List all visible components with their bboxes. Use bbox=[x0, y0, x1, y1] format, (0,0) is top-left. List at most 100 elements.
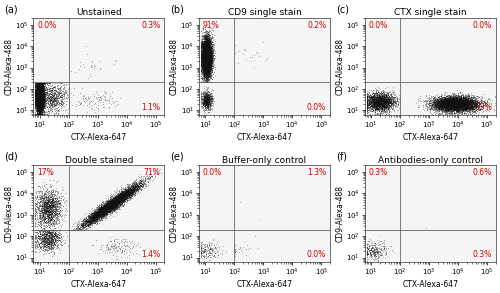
Point bbox=[202, 62, 210, 67]
Point bbox=[106, 204, 114, 208]
Point bbox=[200, 45, 208, 50]
Point bbox=[36, 83, 44, 88]
Point bbox=[206, 67, 214, 72]
Point bbox=[86, 216, 94, 221]
Point bbox=[202, 57, 209, 62]
Point bbox=[33, 102, 41, 107]
Point bbox=[36, 92, 44, 97]
Point bbox=[90, 214, 98, 219]
Point bbox=[454, 100, 462, 104]
Point bbox=[39, 85, 47, 90]
Point bbox=[96, 214, 104, 219]
Point bbox=[120, 192, 128, 197]
Point bbox=[34, 85, 42, 90]
Point bbox=[202, 52, 210, 57]
Point bbox=[204, 57, 212, 62]
Point bbox=[458, 104, 466, 109]
Point bbox=[201, 51, 209, 56]
Point bbox=[203, 65, 211, 70]
Point bbox=[454, 104, 462, 108]
Point bbox=[378, 92, 386, 97]
Point bbox=[81, 223, 89, 227]
Point bbox=[40, 103, 48, 108]
Point bbox=[440, 103, 448, 107]
Point bbox=[203, 50, 211, 54]
Point bbox=[38, 217, 46, 222]
Point bbox=[458, 98, 466, 102]
Point bbox=[204, 53, 212, 57]
Point bbox=[34, 90, 42, 94]
Point bbox=[100, 212, 108, 217]
Point bbox=[36, 94, 44, 98]
Point bbox=[202, 62, 209, 66]
X-axis label: CTX-Alexa-647: CTX-Alexa-647 bbox=[236, 280, 292, 289]
Point bbox=[36, 93, 44, 98]
Point bbox=[204, 72, 212, 77]
Point bbox=[444, 107, 452, 111]
Point bbox=[201, 49, 209, 54]
Point bbox=[31, 93, 39, 98]
Point bbox=[372, 107, 380, 111]
Point bbox=[118, 192, 126, 197]
Point bbox=[36, 91, 44, 96]
Point bbox=[53, 197, 61, 202]
Point bbox=[200, 57, 208, 62]
Point bbox=[203, 59, 211, 64]
Point bbox=[201, 49, 209, 54]
Point bbox=[130, 182, 138, 186]
Point bbox=[38, 98, 46, 102]
Point bbox=[203, 55, 211, 60]
Point bbox=[203, 44, 211, 48]
Point bbox=[206, 51, 214, 56]
Point bbox=[203, 94, 211, 99]
Point bbox=[36, 97, 44, 102]
Point bbox=[116, 200, 124, 204]
Point bbox=[36, 214, 44, 219]
Point bbox=[35, 86, 43, 91]
Point bbox=[385, 98, 393, 103]
Point bbox=[141, 176, 149, 181]
Point bbox=[370, 107, 378, 112]
Point bbox=[34, 101, 42, 106]
Point bbox=[436, 105, 444, 110]
Point bbox=[204, 52, 212, 56]
Point bbox=[202, 101, 209, 106]
Point bbox=[440, 99, 448, 103]
Point bbox=[202, 45, 210, 50]
Point bbox=[376, 101, 384, 106]
Point bbox=[434, 107, 442, 111]
Point bbox=[117, 202, 125, 207]
Point bbox=[113, 201, 121, 206]
Point bbox=[202, 68, 210, 72]
Point bbox=[118, 248, 126, 253]
Point bbox=[452, 99, 460, 104]
Point bbox=[200, 47, 208, 52]
Point bbox=[34, 85, 42, 89]
Point bbox=[204, 99, 212, 103]
Point bbox=[381, 96, 389, 100]
Point bbox=[204, 46, 212, 50]
Point bbox=[456, 98, 464, 103]
Point bbox=[36, 84, 44, 88]
Point bbox=[434, 102, 442, 107]
Point bbox=[208, 57, 216, 61]
Point bbox=[380, 246, 388, 251]
Point bbox=[384, 96, 392, 100]
Point bbox=[201, 57, 209, 61]
Point bbox=[201, 52, 209, 57]
Point bbox=[32, 92, 40, 97]
Point bbox=[202, 57, 210, 61]
Point bbox=[204, 39, 212, 44]
Point bbox=[444, 101, 452, 105]
Point bbox=[208, 55, 216, 59]
Point bbox=[31, 93, 39, 98]
Point bbox=[382, 108, 390, 113]
Point bbox=[36, 89, 44, 94]
Point bbox=[36, 111, 44, 116]
Point bbox=[38, 94, 46, 99]
Point bbox=[36, 94, 44, 99]
Point bbox=[36, 92, 44, 96]
Point bbox=[460, 96, 468, 100]
Point bbox=[200, 67, 208, 71]
Point bbox=[206, 75, 214, 79]
